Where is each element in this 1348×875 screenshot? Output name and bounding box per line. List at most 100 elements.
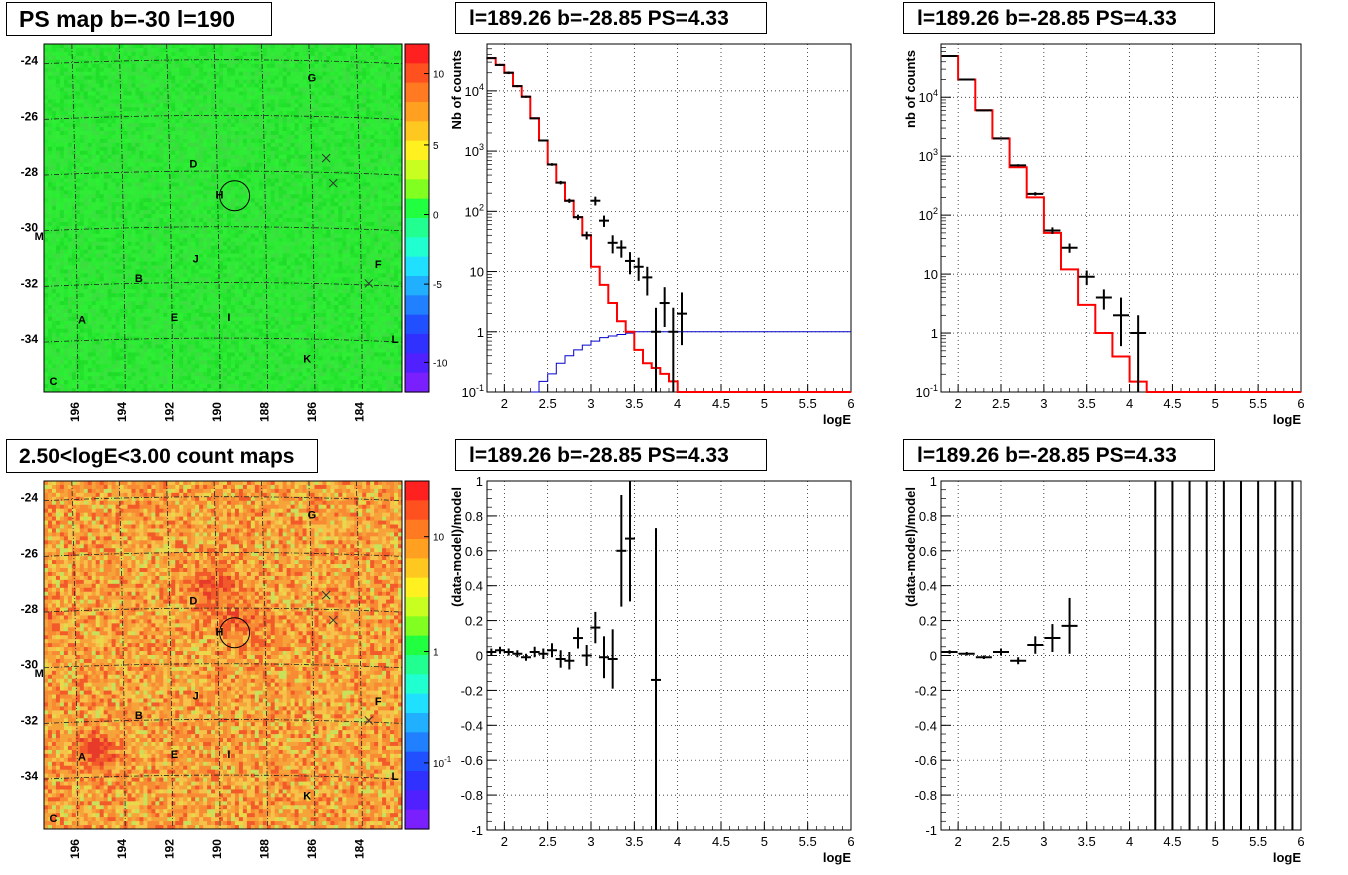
map-pixel <box>95 194 101 199</box>
map-pixel <box>147 316 152 322</box>
map-pixel <box>103 214 109 219</box>
map-pixel <box>191 368 196 373</box>
map-pixel <box>226 206 232 211</box>
map-pixel <box>91 210 97 215</box>
map-pixel <box>203 237 208 243</box>
map-pixel <box>107 308 113 314</box>
map-pixel <box>211 44 216 49</box>
map-pixel <box>159 162 164 167</box>
map-pixel <box>91 67 97 73</box>
map-pixel <box>103 190 109 195</box>
map-pixel <box>266 301 272 306</box>
map-pixel <box>187 99 192 104</box>
map-pixel <box>127 83 132 88</box>
map-pixel <box>63 111 69 116</box>
map-pixel <box>44 305 49 310</box>
map-pixel <box>127 198 132 203</box>
map-pixel <box>151 178 156 183</box>
map-pixel <box>226 336 232 341</box>
map-pixel <box>195 336 200 341</box>
map-pixel <box>226 308 232 314</box>
map-pixel <box>155 265 160 270</box>
map-pixel <box>199 214 204 219</box>
map-pixel <box>67 55 73 61</box>
map-pixel <box>83 119 89 124</box>
map-pixel <box>155 233 160 239</box>
map-pixel <box>195 221 200 227</box>
map-pixel <box>195 170 200 175</box>
map-pixel <box>91 376 97 381</box>
map-pixel <box>246 214 252 219</box>
map-pixel <box>139 170 144 175</box>
map-pixel <box>195 241 200 247</box>
map-pixel <box>242 59 248 65</box>
map-pixel <box>175 174 180 179</box>
map-pixel <box>159 83 164 88</box>
map-pixel <box>47 221 53 227</box>
map-pixel <box>179 308 184 314</box>
map-pixel <box>242 289 248 294</box>
map-pixel <box>63 344 69 349</box>
map-pixel <box>151 344 156 349</box>
map-pixel <box>115 158 120 164</box>
map-pixel <box>83 249 89 254</box>
map-pixel <box>266 71 272 77</box>
map-pixel <box>258 237 264 243</box>
map-pixel <box>238 190 244 195</box>
map-pixel <box>67 289 73 294</box>
map-pixel <box>51 218 57 223</box>
map-pixel <box>79 182 85 187</box>
map-pixel <box>155 376 160 381</box>
map-pixel <box>115 146 120 152</box>
map-pixel <box>91 312 97 318</box>
map-pixel <box>207 214 212 219</box>
map-pixel <box>71 174 77 179</box>
map-pixel <box>135 245 140 251</box>
map-pixel <box>151 308 156 314</box>
map-pixel <box>219 83 224 88</box>
map-pixel <box>99 281 105 286</box>
map-pixel <box>115 131 120 136</box>
map-pixel <box>179 178 184 183</box>
map-pixel <box>226 352 232 357</box>
map-pixel <box>215 190 220 195</box>
map-pixel <box>266 241 272 247</box>
map-pixel <box>99 47 105 53</box>
map-pixel <box>123 261 128 266</box>
map-pixel <box>159 328 164 334</box>
map-pixel <box>219 154 224 160</box>
map-pixel <box>175 229 180 235</box>
map-pixel <box>215 218 220 223</box>
map-pixel <box>123 178 128 183</box>
map-pixel <box>83 289 89 294</box>
map-pixel <box>238 142 244 148</box>
map-pixel <box>179 269 184 274</box>
map-pixel <box>67 388 73 393</box>
map-pixel <box>115 111 120 116</box>
map-pixel <box>143 202 148 207</box>
map-pixel <box>143 83 148 88</box>
map-pixel <box>75 206 81 211</box>
map-pixel <box>87 301 93 306</box>
map-pixel <box>95 123 101 128</box>
map-pixel <box>171 360 176 365</box>
map-pixel <box>163 233 168 239</box>
map-pixel <box>238 75 244 80</box>
map-pixel <box>234 352 240 357</box>
map-pixel <box>175 340 180 345</box>
map-pixel <box>211 138 216 144</box>
map-pixel <box>234 237 240 243</box>
map-pixel <box>159 281 164 286</box>
map-pixel <box>143 95 148 100</box>
map-pixel <box>215 221 220 227</box>
map-pixel <box>219 95 224 100</box>
map-pixel <box>242 166 248 171</box>
map-pixel <box>147 372 152 377</box>
map-pixel <box>211 154 216 160</box>
map-pixel <box>254 305 260 310</box>
map-pixel <box>123 308 128 314</box>
map-pixel <box>262 312 268 318</box>
map-pixel <box>250 269 256 274</box>
map-pixel <box>111 360 116 365</box>
map-pixel <box>175 182 180 187</box>
